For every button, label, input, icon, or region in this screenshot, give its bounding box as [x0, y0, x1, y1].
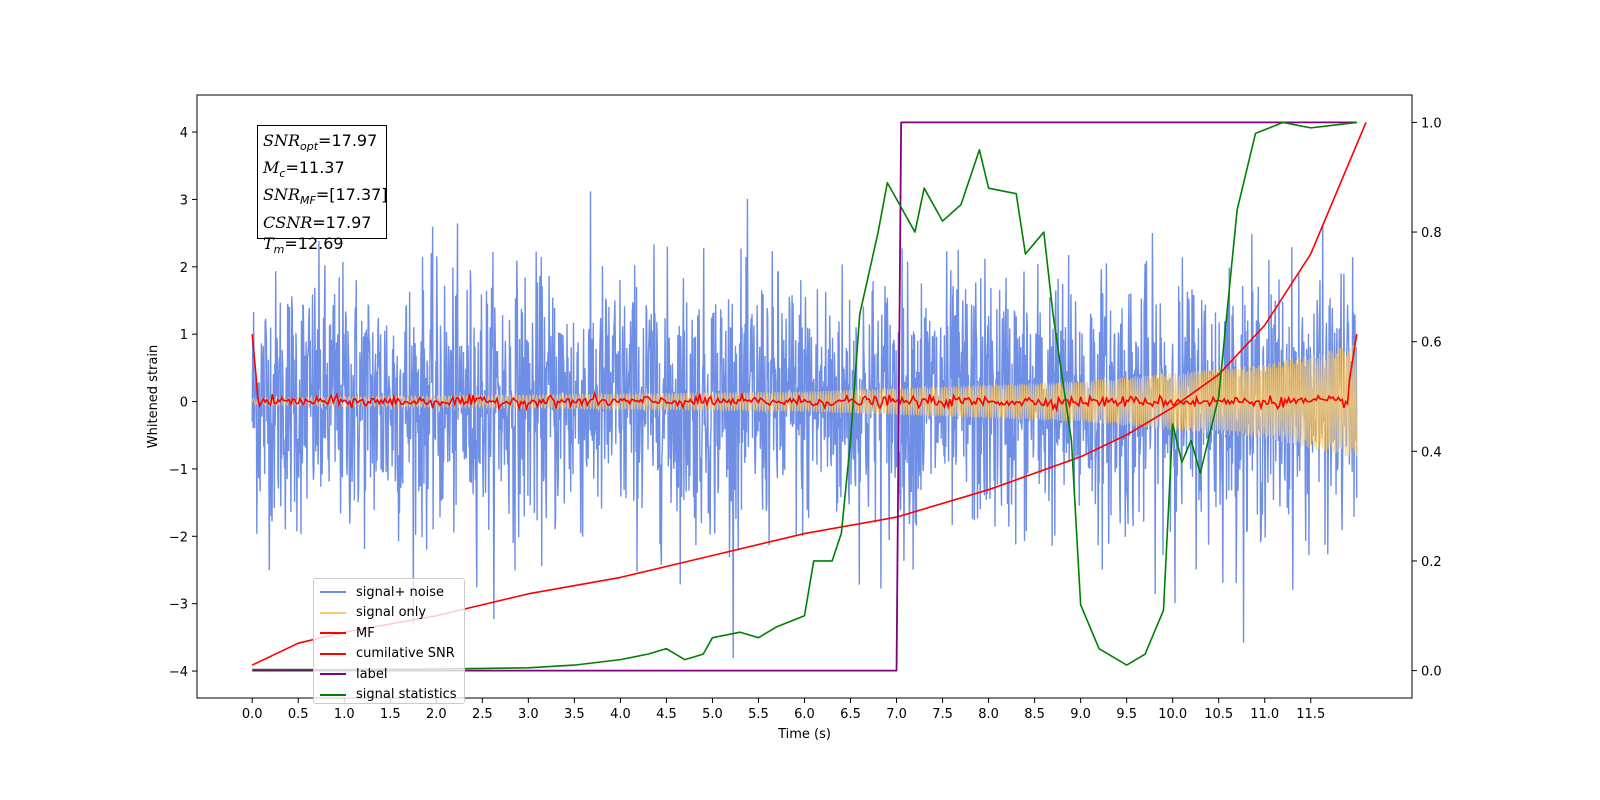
y2-tick-label: 0.0 [1421, 665, 1442, 680]
x-tick-label: 0.0 [242, 707, 263, 722]
legend-swatch [320, 693, 346, 696]
x-tick-label: 4.5 [656, 707, 677, 722]
x-tick-label: 4.0 [610, 707, 631, 722]
x-tick-label: 0.5 [288, 707, 309, 722]
x-tick-label: 6.5 [840, 707, 861, 722]
legend-swatch [320, 591, 346, 594]
legend-swatch [320, 611, 346, 614]
y-tick-label: −3 [169, 598, 188, 613]
y-tick-label: −1 [169, 463, 188, 478]
annotation-snr-opt: SNRopt=17.97 [263, 131, 378, 154]
x-tick-label: 8.0 [978, 707, 999, 722]
annotation-csnr: CSNR=17.97 [263, 212, 372, 232]
x-tick-label: 1.5 [380, 707, 401, 722]
annotation-tm: Tm=12.69 [263, 233, 344, 256]
x-tick-label: 11.0 [1250, 707, 1279, 722]
legend: signal+ noise signal only MF cumilative … [313, 578, 465, 704]
x-tick-label: 5.0 [702, 707, 723, 722]
legend-swatch [320, 652, 346, 655]
y-tick-label: −4 [169, 665, 188, 680]
y2-tick-label: 0.8 [1421, 226, 1442, 241]
legend-swatch [320, 673, 346, 676]
x-tick-label: 6.0 [794, 707, 815, 722]
y2-tick-label: 0.6 [1421, 336, 1442, 351]
x-tick-label: 7.5 [932, 707, 953, 722]
x-tick-label: 2.0 [426, 707, 447, 722]
x-tick-label: 10.5 [1204, 707, 1233, 722]
legend-item-cumulative-snr: cumilative SNR [320, 644, 458, 665]
x-tick-label: 9.0 [1070, 707, 1091, 722]
y2-tick-label: 0.2 [1421, 555, 1442, 570]
legend-item-signal-only: signal only [320, 603, 458, 624]
y-tick-label: 3 [180, 193, 188, 208]
y2-tick-label: 1.0 [1421, 116, 1442, 131]
series-label [252, 121, 1357, 672]
x-tick-label: 5.5 [748, 707, 769, 722]
annotation-snr-mf: SNRMF=[17.37] [263, 185, 388, 208]
y-tick-label: 2 [180, 261, 188, 276]
legend-item-signal-statistics: signal statistics [320, 685, 458, 706]
annotation-box: SNRopt=17.97 Mc=11.37 SNRMF=[17.37] CSNR… [257, 125, 388, 256]
x-tick-label: 8.5 [1024, 707, 1045, 722]
x-tick-label: 7.0 [886, 707, 907, 722]
y-tick-label: 1 [180, 328, 188, 343]
x-tick-label: 10.0 [1158, 707, 1187, 722]
y-axis-title: Whitened strain [146, 345, 161, 448]
x-tick-label: 3.0 [518, 707, 539, 722]
legend-item-mf: MF [320, 623, 458, 644]
x-axis-title: Time (s) [777, 727, 831, 742]
y-tick-label: 4 [180, 126, 188, 141]
y-tick-label: −2 [169, 530, 188, 545]
series-mf [251, 334, 1358, 413]
x-tick-label: 11.5 [1296, 707, 1325, 722]
legend-swatch [320, 632, 346, 635]
x-tick-label: 9.5 [1116, 707, 1137, 722]
y-tick-label: 0 [180, 396, 188, 411]
x-tick-label: 2.5 [472, 707, 493, 722]
x-tick-label: 1.0 [334, 707, 355, 722]
series-signal-statistics [252, 121, 1357, 671]
x-tick-label: 3.5 [564, 707, 585, 722]
legend-item-label: label [320, 664, 458, 685]
legend-item-signal-noise: signal+ noise [320, 582, 458, 603]
y2-tick-label: 0.4 [1421, 445, 1442, 460]
annotation-mc: Mc=11.37 [263, 158, 345, 181]
series-signal-only [251, 345, 1358, 457]
